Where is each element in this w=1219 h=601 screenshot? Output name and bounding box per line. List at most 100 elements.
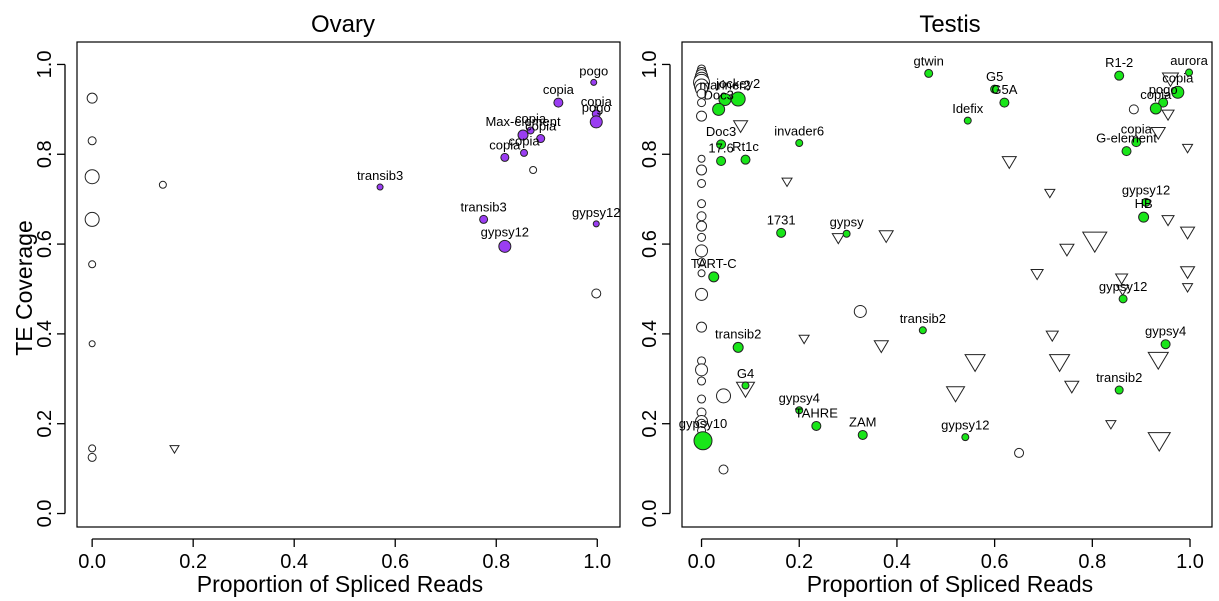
testis-point-triangle [1063, 380, 1080, 394]
testis-point-filled [1171, 85, 1185, 99]
testis-point-filled [1131, 137, 1142, 148]
testis-point-label: copia [1162, 70, 1194, 85]
testis-point-filled [795, 406, 804, 415]
ovary-point-labels: transib3transib3gypsy12gypsy12copiacopia… [357, 63, 621, 239]
testis-point-label: gypsy12 [1122, 182, 1170, 197]
ovary-x-tick-label: 1.0 [583, 551, 611, 573]
testis-y-ticks: 0.0 0.2 0.4 0.6 0.8 1.0 [639, 51, 671, 527]
ovary-point-label: Max-element [485, 114, 561, 129]
testis-point-label: gypsy4 [1145, 324, 1186, 339]
testis-point-filled [693, 431, 713, 451]
testis-point-label: transib2 [715, 326, 761, 341]
testis-point-label: gypsy4 [779, 391, 820, 406]
ovary-y-tick-label: 0.8 [34, 140, 56, 168]
testis-point-label: gypsy10 [679, 416, 727, 431]
testis-point-filled [708, 271, 720, 283]
testis-point-triangle [1001, 156, 1018, 170]
testis-points [693, 64, 1196, 475]
testis-x-tick-label: 0.8 [1078, 551, 1106, 573]
testis-point-label: Doc3 [703, 87, 733, 102]
ovary-point-filled [553, 97, 564, 108]
testis-x-tick-label: 0.4 [883, 551, 911, 573]
testis-point-open [696, 110, 708, 122]
testis-point-labels: gypsy10mariner2Doc3jockey2Doc317.6Rt1cin… [679, 53, 1209, 433]
ovary-point-label: copia [489, 137, 521, 152]
testis-point-filled [1114, 70, 1125, 81]
testis-point-filled [857, 429, 868, 440]
testis-point-filled [811, 420, 822, 431]
testis-point-label: HB [1135, 196, 1153, 211]
testis-point-filled [712, 102, 726, 116]
testis-point-open [696, 220, 708, 232]
testis-point-filled [730, 91, 746, 107]
testis-y-tick-label: 0.6 [639, 230, 661, 258]
testis-point-label: Rt1c [732, 139, 759, 154]
testis-panel: Testis Proportion of Spliced Reads 0.0 0.… [639, 11, 1213, 597]
testis-x-tick-label: 0.6 [981, 551, 1009, 573]
testis-point-triangle [1147, 351, 1170, 371]
testis-point-triangle [1043, 188, 1056, 199]
ovary-x-tick-label: 0.0 [78, 551, 106, 573]
testis-point-label: mariner2 [699, 77, 750, 92]
testis-point-filled [999, 97, 1010, 108]
testis-point-triangle [1059, 243, 1075, 257]
ovary-point-open [88, 444, 97, 453]
testis-point-triangle [1115, 284, 1130, 297]
testis-point-triangle [1030, 269, 1045, 281]
ovary-title: Ovary [311, 11, 375, 38]
ovary-point-label: transib3 [460, 199, 506, 214]
testis-point-filled [990, 84, 1000, 94]
testis-point-label: R1-2 [1105, 55, 1133, 70]
testis-point-triangle [831, 233, 846, 245]
testis-point-filled [776, 227, 787, 238]
ovary-y-tick-label: 0.0 [34, 500, 56, 528]
testis-point-label: aurora [1170, 53, 1208, 68]
testis-point-label: gypsy12 [1099, 279, 1147, 294]
testis-x-axis-title: Proportion of Spliced Reads [807, 571, 1093, 597]
testis-point-triangle [781, 177, 793, 188]
testis-point-filled [1160, 339, 1171, 350]
ovary-point-label: pogo [579, 63, 608, 78]
testis-point-label: G5 [986, 69, 1003, 84]
testis-point-filled [716, 139, 727, 150]
ovary-x-axis-title: Proportion of Spliced Reads [197, 571, 483, 597]
testis-point-open [697, 154, 706, 163]
ovary-point-open [88, 260, 97, 269]
ovary-x-tick-label: 0.4 [280, 551, 308, 573]
ovary-point-label: transib3 [357, 168, 403, 183]
testis-point-filled [1121, 146, 1132, 157]
testis-point-open [697, 394, 707, 404]
testis-point-open [1128, 104, 1139, 115]
ovary-point-label: gypsy12 [481, 224, 529, 239]
testis-point-open [695, 363, 709, 377]
testis-point-open [695, 287, 709, 301]
ovary-point-open [86, 92, 98, 104]
testis-x-tick-label: 0.0 [688, 551, 716, 573]
testis-x-tick-label: 0.2 [785, 551, 813, 573]
testis-point-label: G4 [737, 366, 754, 381]
testis-point-open [697, 98, 707, 108]
ovary-y-ticks: 0.0 0.2 0.4 0.6 0.8 1.0 [34, 51, 66, 528]
ovary-point-open [87, 452, 97, 462]
testis-point-label: gtwin [914, 53, 944, 68]
testis-point-triangle [964, 354, 986, 373]
testis-point-triangle [873, 340, 890, 354]
testis-point-open [718, 464, 729, 475]
testis-point-filled [961, 433, 970, 442]
testis-point-label: G5A [991, 82, 1017, 97]
testis-point-triangle [1114, 273, 1129, 286]
testis-point-triangle [1179, 266, 1196, 280]
testis-point-triangle [1161, 215, 1175, 227]
testis-point-label: 17.6 [708, 141, 733, 156]
testis-point-label: TAHRE [795, 405, 838, 420]
ovary-point-filled [536, 134, 546, 144]
testis-point-open [696, 211, 707, 222]
testis-point-label: copia [1140, 87, 1172, 102]
testis-point-label: Doc3 [706, 124, 736, 139]
ovary-point-filled [589, 115, 603, 129]
testis-point-open [853, 304, 867, 318]
ovary-point-open [84, 169, 100, 185]
testis-y-tick-label: 1.0 [639, 51, 661, 79]
testis-point-triangle [1181, 283, 1194, 293]
testis-point-open [697, 178, 707, 188]
